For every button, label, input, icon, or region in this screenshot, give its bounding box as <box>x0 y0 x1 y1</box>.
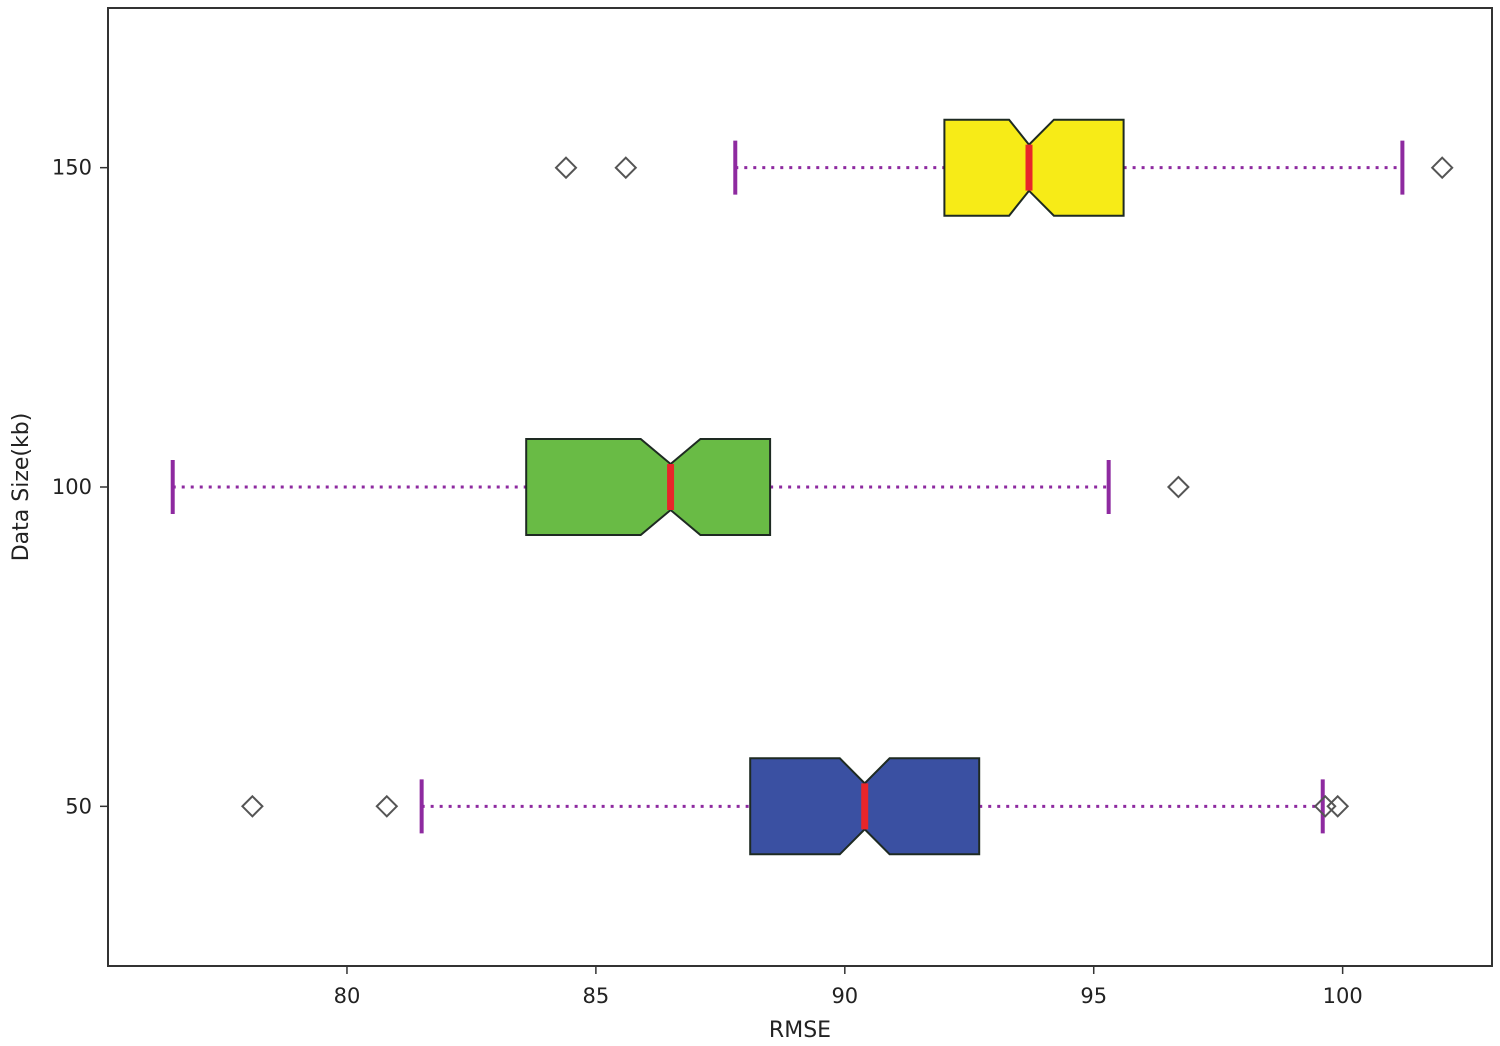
y-tick-label: 50 <box>65 794 92 818</box>
y-axis-label: Data Size(kb) <box>9 413 34 562</box>
x-tick-label: 80 <box>334 984 361 1008</box>
boxes-layer <box>170 118 1454 856</box>
outlier-marker <box>240 794 264 818</box>
x-axis-label: RMSE <box>769 1018 831 1043</box>
notched-box <box>525 438 772 536</box>
outlier-marker <box>375 794 399 818</box>
y-tick-label: 150 <box>52 156 92 180</box>
box-group-100 <box>170 438 1190 536</box>
outlier-marker <box>614 156 638 180</box>
box-group-50 <box>240 757 1350 856</box>
notched-box <box>943 118 1125 217</box>
ticks-layer: 80 85 90 95 100 50 100 150 <box>52 156 1363 1008</box>
y-tick-label: 100 <box>52 475 92 499</box>
x-tick-label: 85 <box>583 984 610 1008</box>
x-tick-label: 100 <box>1323 984 1363 1008</box>
outlier-marker <box>554 156 578 180</box>
x-tick-label: 95 <box>1080 984 1107 1008</box>
outlier-marker <box>1326 794 1350 818</box>
outlier-marker <box>1166 475 1190 499</box>
outlier-marker <box>1430 156 1454 180</box>
x-tick-label: 90 <box>831 984 858 1008</box>
box-group-150 <box>554 118 1454 217</box>
